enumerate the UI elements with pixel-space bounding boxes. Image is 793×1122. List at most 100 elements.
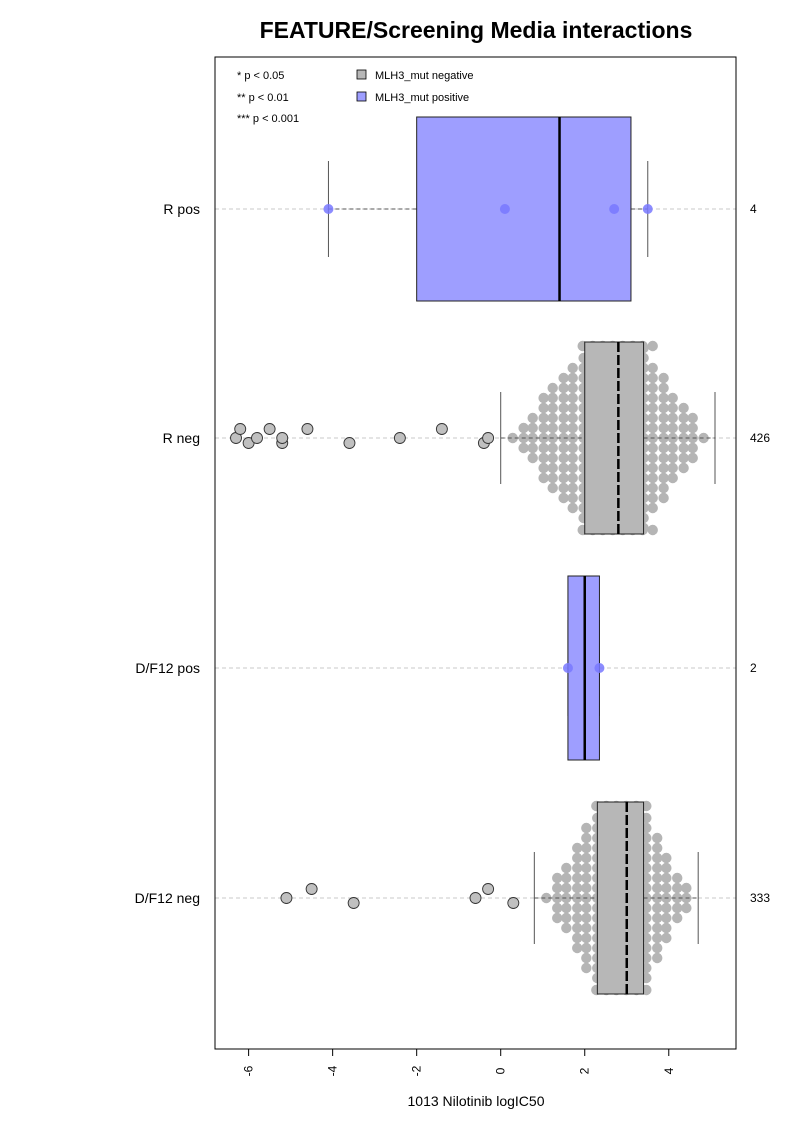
swarm-point <box>572 932 583 944</box>
swarm-point <box>658 462 669 474</box>
swarm-point <box>547 452 558 464</box>
swarm-point <box>572 842 583 854</box>
data-point <box>562 663 573 673</box>
swarm-point <box>572 902 583 914</box>
swarm-point <box>672 912 683 924</box>
swarm-point <box>672 892 683 904</box>
swarm-point <box>547 392 558 404</box>
swarm-point <box>698 432 709 444</box>
outlier-point <box>301 423 314 435</box>
swarm-point <box>667 412 678 424</box>
swarm-point <box>558 432 569 444</box>
swarm-point <box>547 482 558 494</box>
swarm-point <box>538 462 549 474</box>
swarm-point <box>681 882 692 894</box>
swarm-point <box>652 892 663 904</box>
outlier-point <box>305 883 318 895</box>
swarm-point <box>678 462 689 474</box>
swarm-point <box>572 862 583 874</box>
swarm-point <box>658 402 669 414</box>
swarm-point <box>547 382 558 394</box>
swarm-point <box>652 902 663 914</box>
swarm-point <box>581 832 592 844</box>
swarm-point <box>538 472 549 484</box>
swarm-point <box>647 482 658 494</box>
swarm-point <box>567 452 578 464</box>
swarm-point <box>672 882 683 894</box>
swarm-point <box>687 452 698 464</box>
swarm-point <box>667 452 678 464</box>
swarm-point <box>647 472 658 484</box>
swarm-point <box>558 392 569 404</box>
point-layer <box>230 204 653 909</box>
swarm-point <box>647 422 658 434</box>
group-label: D/F12 neg <box>135 890 200 906</box>
group-label: D/F12 pos <box>135 660 200 676</box>
swarm-point <box>572 852 583 864</box>
swarm-point <box>667 402 678 414</box>
swarm-point <box>581 862 592 874</box>
outlier-point <box>435 423 448 435</box>
swarm-point <box>547 462 558 474</box>
label-layer: R pos 4 R neg 426 D/F12 pos 2 D/F12 neg 333 <box>135 201 771 906</box>
swarm-point <box>661 882 672 894</box>
outlier-point <box>251 432 263 444</box>
swarm-point <box>678 432 689 444</box>
swarm-point <box>667 392 678 404</box>
legend-swatch-negative <box>356 69 367 80</box>
swarm-point <box>558 442 569 454</box>
data-point <box>323 204 334 214</box>
outlier-point <box>347 897 360 909</box>
swarm-point <box>541 892 552 904</box>
swarm-point <box>647 392 658 404</box>
group-count: 333 <box>750 891 770 905</box>
swarm-point <box>658 432 669 444</box>
swarm-point <box>567 412 578 424</box>
swarm-point <box>667 442 678 454</box>
legend: * p < 0.05 ** p < 0.01 *** p < 0.001 MLH… <box>237 69 473 125</box>
swarm-point <box>672 872 683 884</box>
swarm-point <box>652 852 663 864</box>
outlier-point <box>393 432 406 444</box>
swarm-point <box>527 442 538 454</box>
sig-legend-3: *** p < 0.001 <box>237 113 299 125</box>
sig-legend-1: * p < 0.05 <box>237 70 284 82</box>
swarm-point <box>658 412 669 424</box>
swarm-point <box>547 402 558 414</box>
swarm-point <box>652 942 663 954</box>
swarm-point <box>661 932 672 944</box>
swarm-point <box>552 872 563 884</box>
swarm-point <box>547 442 558 454</box>
swarm-point <box>687 422 698 434</box>
grid-layer <box>215 208 736 899</box>
outlier-point <box>507 897 520 909</box>
data-point <box>499 204 510 214</box>
swarm-point <box>561 882 572 894</box>
legend-swatch-positive <box>356 91 367 102</box>
swarm-point <box>558 492 569 504</box>
swarm-point <box>558 412 569 424</box>
swarm-point <box>581 882 592 894</box>
swarm-point <box>558 472 569 484</box>
swarm-point <box>572 882 583 894</box>
swarm-point <box>661 862 672 874</box>
swarm-point <box>558 482 569 494</box>
swarm-point <box>581 952 592 964</box>
swarm-point <box>661 852 672 864</box>
swarm-point <box>538 412 549 424</box>
swarm-point <box>652 952 663 964</box>
swarm-point <box>552 912 563 924</box>
outlier-point <box>482 883 495 895</box>
data-point <box>609 204 620 214</box>
x-axis-label: 1013 Nilotinib logIC50 <box>408 1093 545 1109</box>
swarm-point <box>647 492 658 504</box>
swarm-point <box>567 502 578 514</box>
swarm-point <box>572 922 583 934</box>
swarm-point <box>647 502 658 514</box>
swarm-point <box>581 922 592 934</box>
data-point <box>594 663 605 673</box>
swarm-point <box>567 422 578 434</box>
swarm-point <box>647 402 658 414</box>
swarm-point <box>558 462 569 474</box>
swarm-point <box>567 372 578 384</box>
